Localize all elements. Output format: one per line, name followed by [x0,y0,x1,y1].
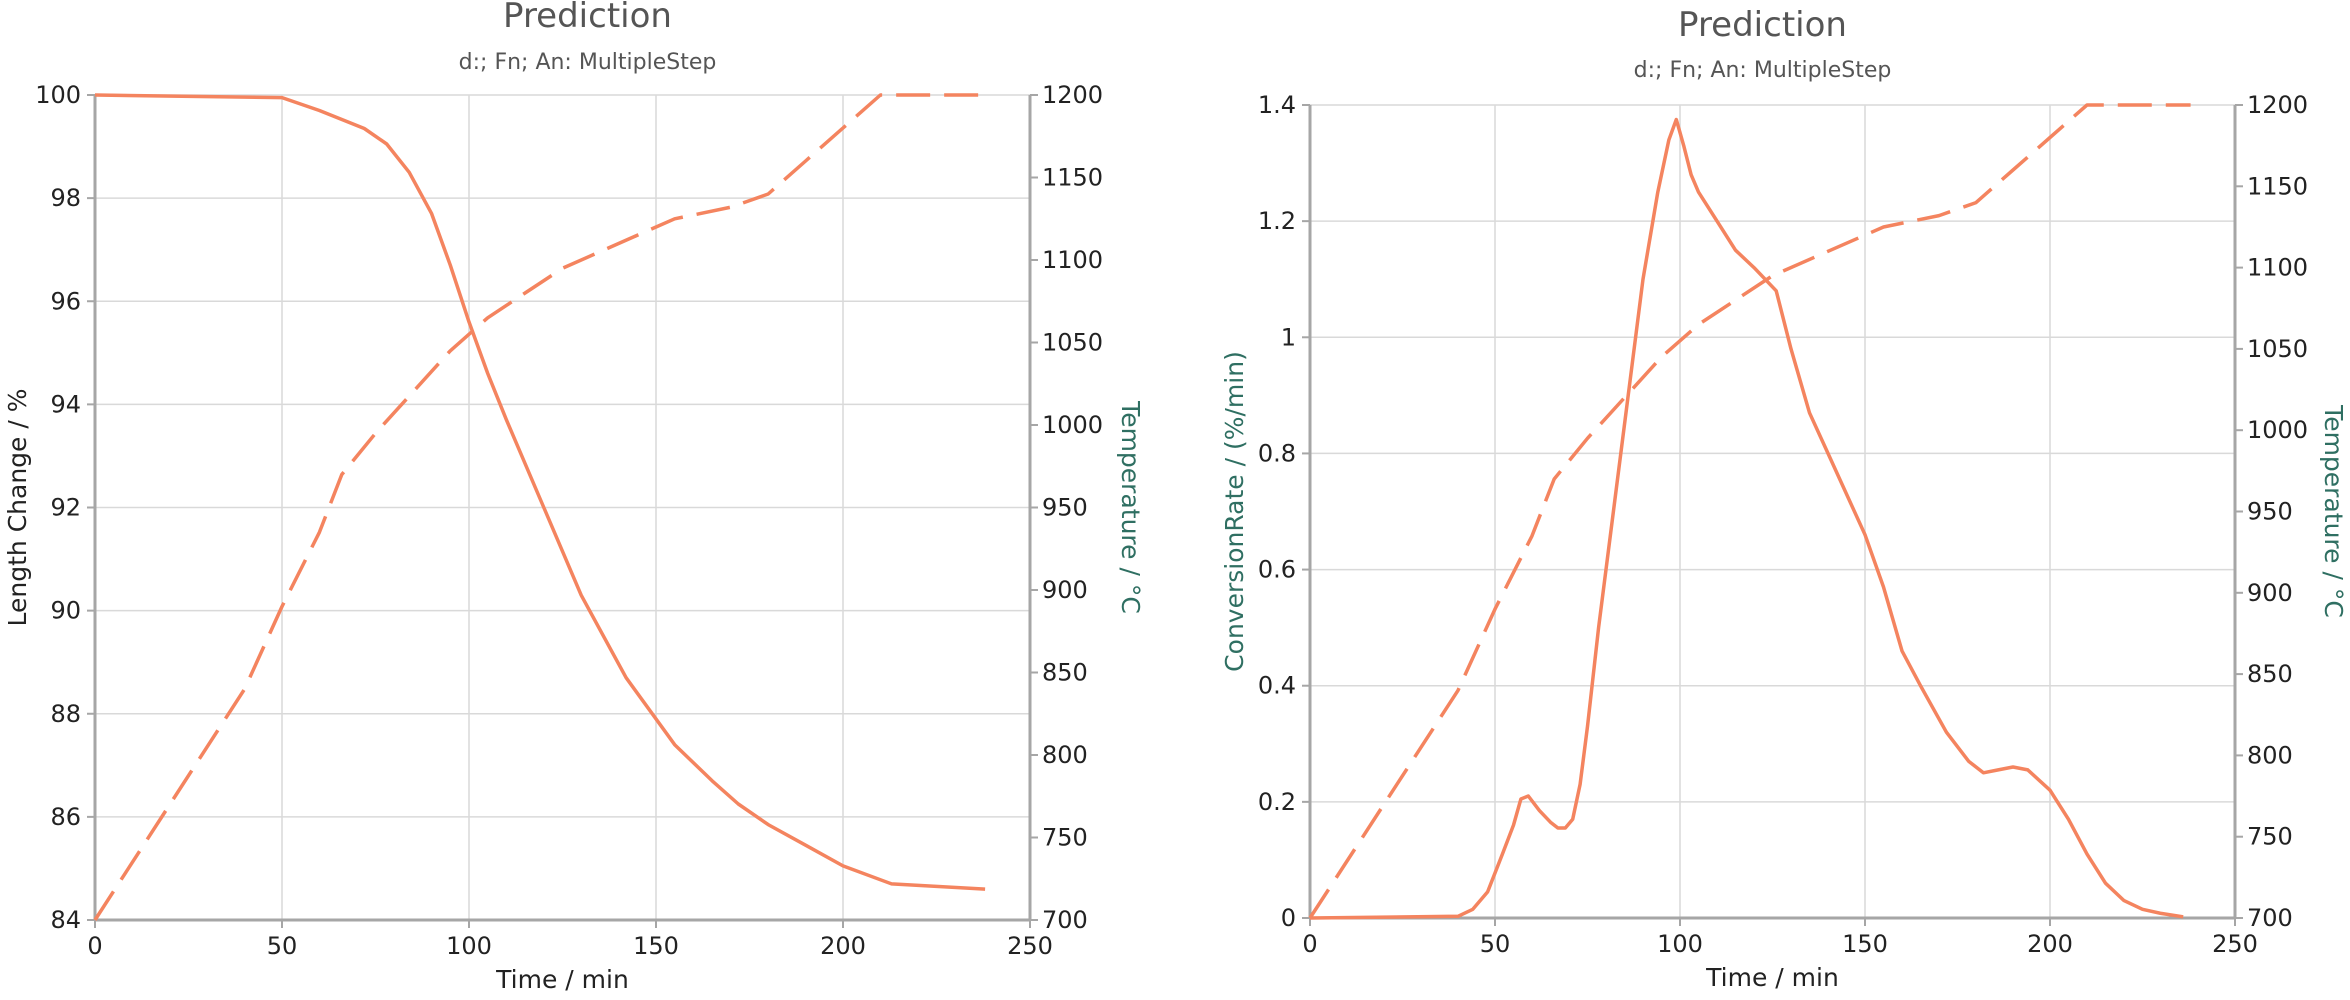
y2-tick-label: 1150 [2247,172,2308,200]
y2-tick-label: 1050 [1042,329,1103,357]
temperature-series-line [93,93,986,921]
y-tick-label: 90 [50,597,81,625]
y2-axis-label: Temperature / °C [1116,400,1145,614]
y2-tick-label: 1050 [2247,335,2308,363]
y-axis-label: ConversionRate / (%/min) [1220,351,1249,672]
chart-subtitle: d:; Fn; An: MultipleStep [458,50,717,75]
y-tick-label: 1 [1281,323,1296,351]
x-axis-label: Time / min [495,965,629,994]
y-tick-label: 94 [50,390,81,418]
y2-tick-label: 1200 [1042,81,1103,109]
y-tick-label: 98 [50,184,81,212]
x-axis-label: Time / min [1705,963,1839,992]
y-axis-label: Length Change / % [3,389,32,627]
y-tick-label: 0.4 [1258,672,1296,700]
x-tick-label: 250 [2212,930,2258,958]
temperature-series-line [1308,103,2191,919]
chart-title: Prediction [503,0,672,36]
y-tick-label: 100 [35,81,81,109]
chart-panel-left: Prediction d:; Fn; An: MultipleStep 0 50 1… [3,0,1145,994]
y-tick-label: 0.6 [1258,556,1296,584]
x-tick-label: 100 [446,932,492,960]
y2-tick-label: 1000 [2247,416,2308,444]
y2-tick-label: 700 [2247,904,2293,932]
chart-subtitle: d:; Fn; An: MultipleStep [1633,58,1892,83]
y2-tick-label: 850 [1042,659,1088,687]
chart-panel-right: Prediction d:; Fn; An: MultipleStep 0 50 1… [1175,0,2350,1000]
y-tick-label: 1.4 [1258,91,1296,119]
y2-tick-label: 750 [1042,824,1088,852]
y2-tick-label: 950 [2247,498,2293,526]
y2-tick-label: 1150 [1042,164,1103,192]
x-tick-label: 250 [1007,932,1053,960]
x-tick-label: 0 [87,932,102,960]
y2-tick-label: 700 [1042,906,1088,934]
chart-title: Prediction [1678,5,1847,45]
y2-tick-label: 1200 [2247,91,2308,119]
data-series-line [1309,117,2184,920]
x-tick-label: 100 [1657,930,1703,958]
y-tick-label: 86 [50,803,81,831]
y2-tick-label: 950 [1042,494,1088,522]
y-tick-label: 84 [50,906,81,934]
y-tick-label: 0.2 [1258,788,1296,816]
y2-tick-label: 800 [2247,741,2293,769]
x-tick-label: 150 [1842,930,1888,958]
y-tick-label: 96 [50,287,81,315]
x-tick-label: 50 [1480,930,1511,958]
y-tick-label: 0.8 [1258,439,1296,467]
x-tick-label: 150 [633,932,679,960]
y2-tick-label: 1100 [1042,246,1103,274]
y2-tick-label: 900 [2247,579,2293,607]
y-tick-label: 92 [50,494,81,522]
chart-svg: 0 50 100 150 200 250 0 0.2 0.4 0.6 0.8 1 1.2 1.4 700 75… [1220,91,2348,992]
y2-tick-label: 850 [2247,660,2293,688]
y-tick-label: 1.2 [1258,207,1296,235]
y2-tick-label: 1100 [2247,254,2308,282]
y-tick-label: 88 [50,700,81,728]
data-series-line [94,93,986,891]
y2-tick-label: 800 [1042,741,1088,769]
x-tick-label: 200 [2027,930,2073,958]
x-tick-label: 50 [267,932,298,960]
y2-tick-label: 900 [1042,576,1088,604]
chart-svg: 0 50 100 150 200 250 84 86 88 90 92 94 96 98 100 700 750… [3,81,1145,994]
y-tick-label: 0 [1281,904,1296,932]
y2-tick-label: 1000 [1042,411,1103,439]
y2-tick-label: 750 [2247,823,2293,851]
x-tick-label: 200 [820,932,866,960]
y2-axis-label: Temperature / °C [2319,404,2348,618]
x-tick-label: 0 [1302,930,1317,958]
